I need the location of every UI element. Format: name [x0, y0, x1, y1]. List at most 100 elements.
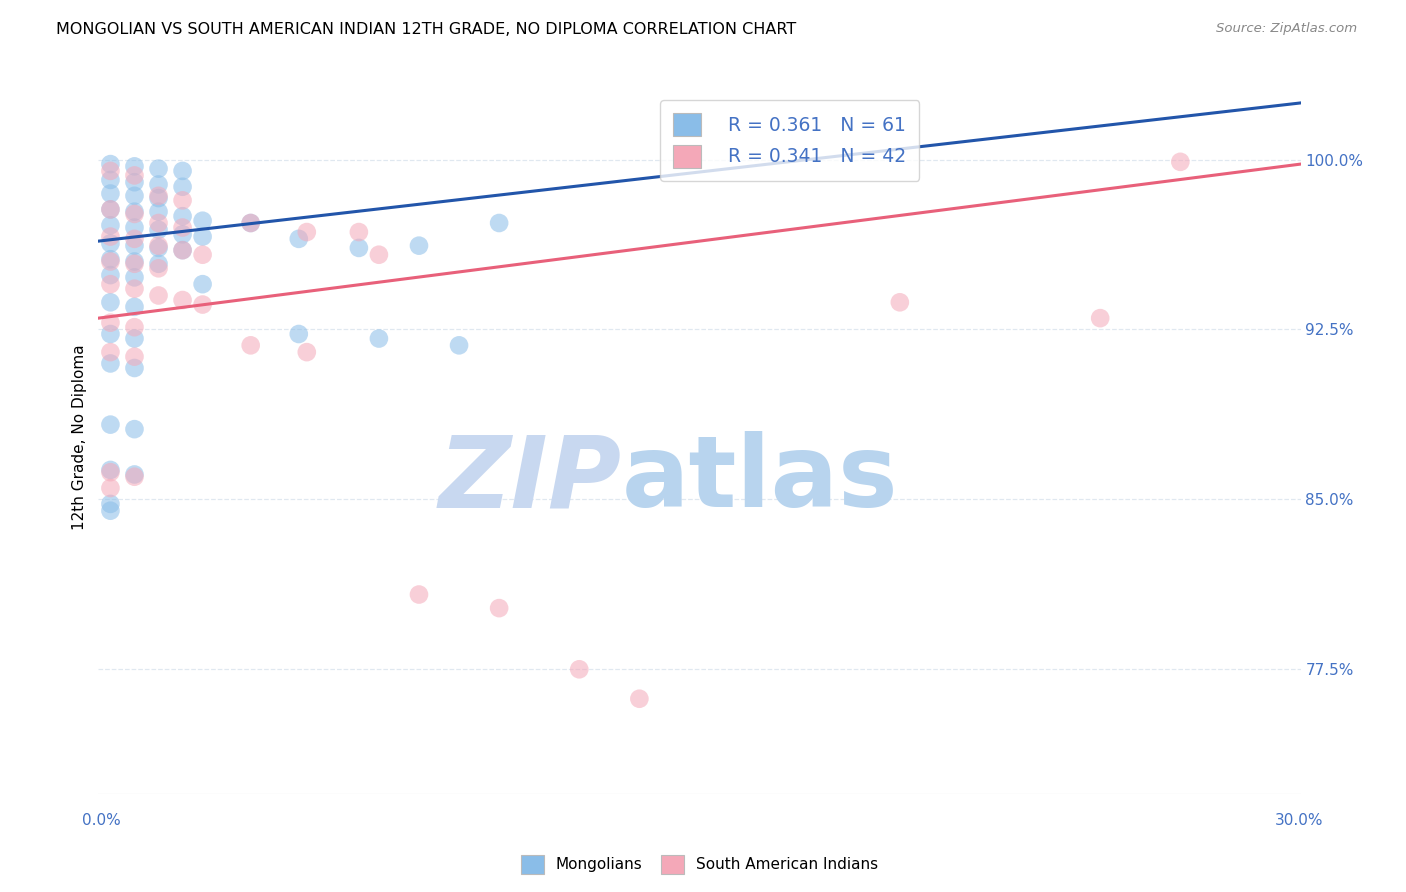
Point [172, 243, 194, 257]
Point [100, 157, 122, 171]
Point [347, 241, 370, 255]
Point [124, 204, 146, 219]
Point [124, 175, 146, 189]
Point [239, 338, 262, 352]
Point [124, 270, 146, 285]
Point [368, 332, 391, 346]
Point [148, 257, 170, 271]
Point [295, 345, 318, 359]
Point [124, 207, 146, 221]
Point [628, 691, 651, 706]
Point [124, 282, 146, 296]
Point [172, 209, 194, 223]
Point [889, 295, 911, 310]
Point [124, 232, 146, 246]
Point [191, 277, 214, 292]
Point [191, 213, 214, 227]
Point [488, 216, 510, 230]
Legend: Mongolians, South American Indians: Mongolians, South American Indians [510, 845, 889, 884]
Point [100, 202, 122, 217]
Point [124, 361, 146, 376]
Point [148, 238, 170, 252]
Point [124, 220, 146, 235]
Point [239, 216, 262, 230]
Text: ZIP: ZIP [439, 432, 621, 528]
Point [124, 254, 146, 268]
Point [124, 422, 146, 436]
Point [100, 356, 122, 370]
Point [148, 223, 170, 237]
Point [100, 268, 122, 282]
Point [172, 179, 194, 194]
Point [148, 191, 170, 205]
Point [191, 297, 214, 311]
Point [172, 164, 194, 178]
Point [148, 216, 170, 230]
Point [347, 225, 370, 239]
Text: atlas: atlas [621, 432, 898, 528]
Point [100, 497, 122, 511]
Text: Source: ZipAtlas.com: Source: ZipAtlas.com [1216, 22, 1357, 36]
Point [100, 252, 122, 267]
Point [368, 248, 391, 262]
Point [148, 288, 170, 302]
Point [408, 238, 430, 252]
Point [100, 173, 122, 187]
Point [124, 189, 146, 203]
Point [191, 248, 214, 262]
Point [124, 300, 146, 314]
Point [100, 186, 122, 201]
Point [172, 243, 194, 257]
Point [100, 345, 122, 359]
Point [100, 164, 122, 178]
Point [172, 194, 194, 208]
Text: 0.0%: 0.0% [82, 814, 121, 828]
Point [124, 160, 146, 174]
Point [100, 236, 122, 251]
Point [1088, 311, 1111, 326]
Point [148, 178, 170, 192]
Point [148, 161, 170, 176]
Point [148, 261, 170, 276]
Point [172, 227, 194, 242]
Point [124, 169, 146, 183]
Point [1170, 154, 1192, 169]
Text: 30.0%: 30.0% [1275, 814, 1323, 828]
Point [100, 295, 122, 310]
Point [124, 350, 146, 364]
Point [295, 225, 318, 239]
Point [100, 326, 122, 341]
Point [408, 588, 430, 602]
Point [447, 338, 470, 352]
Point [124, 469, 146, 483]
Point [288, 232, 311, 246]
Point [100, 463, 122, 477]
Point [148, 204, 170, 219]
Point [191, 229, 214, 244]
Point [100, 504, 122, 518]
Point [124, 320, 146, 334]
Point [172, 293, 194, 307]
Point [100, 254, 122, 268]
Point [124, 257, 146, 271]
Point [124, 238, 146, 252]
Point [288, 326, 311, 341]
Point [100, 465, 122, 479]
Point [239, 216, 262, 230]
Point [100, 277, 122, 292]
Point [100, 219, 122, 233]
Point [100, 481, 122, 495]
Point [100, 316, 122, 330]
Point [148, 189, 170, 203]
Point [488, 601, 510, 615]
Point [100, 417, 122, 432]
Point [172, 220, 194, 235]
Point [100, 202, 122, 217]
Point [568, 662, 591, 676]
Point [148, 241, 170, 255]
Point [124, 467, 146, 482]
Point [100, 229, 122, 244]
Y-axis label: 12th Grade, No Diploma: 12th Grade, No Diploma [72, 344, 87, 530]
Point [124, 332, 146, 346]
Text: MONGOLIAN VS SOUTH AMERICAN INDIAN 12TH GRADE, NO DIPLOMA CORRELATION CHART: MONGOLIAN VS SOUTH AMERICAN INDIAN 12TH … [56, 22, 796, 37]
